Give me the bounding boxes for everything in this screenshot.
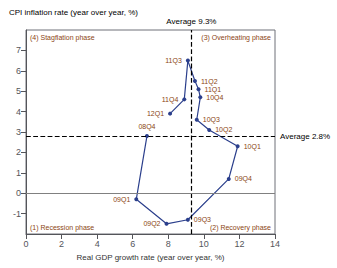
svg-text:10Q3: 10Q3 bbox=[203, 116, 220, 124]
svg-text:(4) Stagflation phase: (4) Stagflation phase bbox=[30, 34, 95, 42]
svg-text:11Q2: 11Q2 bbox=[201, 78, 218, 86]
svg-text:4: 4 bbox=[16, 107, 21, 117]
svg-text:1: 1 bbox=[16, 168, 21, 178]
svg-text:CPI inflation rate (year over: CPI inflation rate (year over year, %) bbox=[9, 8, 138, 17]
svg-text:(3) Overheating phase: (3) Overheating phase bbox=[201, 34, 271, 42]
svg-text:11Q3: 11Q3 bbox=[165, 57, 182, 65]
svg-text:10: 10 bbox=[199, 239, 209, 249]
svg-text:10Q1: 10Q1 bbox=[244, 143, 261, 151]
svg-text:7: 7 bbox=[16, 45, 21, 55]
svg-text:5: 5 bbox=[16, 86, 21, 96]
svg-text:14: 14 bbox=[270, 239, 280, 249]
svg-text:Real GDP growth rate (year ove: Real GDP growth rate (year over year, %) bbox=[77, 253, 225, 262]
svg-text:08Q4: 08Q4 bbox=[138, 123, 155, 131]
svg-text:(2) Recovery phase: (2) Recovery phase bbox=[210, 224, 271, 232]
svg-text:4: 4 bbox=[95, 239, 100, 249]
svg-text:6: 6 bbox=[130, 239, 135, 249]
svg-text:10Q4: 10Q4 bbox=[206, 94, 223, 102]
svg-text:10Q2: 10Q2 bbox=[215, 126, 232, 134]
svg-text:8: 8 bbox=[166, 239, 171, 249]
svg-text:Average 2.8%: Average 2.8% bbox=[280, 132, 330, 141]
svg-text:11Q4: 11Q4 bbox=[162, 96, 179, 104]
svg-text:12Q1: 12Q1 bbox=[147, 110, 164, 118]
svg-text:09Q4: 09Q4 bbox=[235, 175, 252, 183]
svg-text:12: 12 bbox=[234, 239, 244, 249]
svg-text:09Q2: 09Q2 bbox=[143, 220, 160, 228]
svg-text:2: 2 bbox=[16, 147, 21, 157]
svg-text:3: 3 bbox=[16, 127, 21, 137]
svg-text:0: 0 bbox=[16, 188, 21, 198]
svg-text:09Q3: 09Q3 bbox=[194, 216, 211, 224]
svg-text:0: 0 bbox=[23, 239, 28, 249]
svg-text:(1) Recession phase: (1) Recession phase bbox=[30, 224, 94, 232]
svg-text:-1: -1 bbox=[13, 209, 21, 219]
svg-text:2: 2 bbox=[59, 239, 64, 249]
svg-text:6: 6 bbox=[16, 66, 21, 76]
svg-text:09Q1: 09Q1 bbox=[113, 196, 130, 204]
svg-text:Average 9.3%: Average 9.3% bbox=[166, 17, 216, 26]
svg-text:11Q1: 11Q1 bbox=[205, 86, 222, 94]
